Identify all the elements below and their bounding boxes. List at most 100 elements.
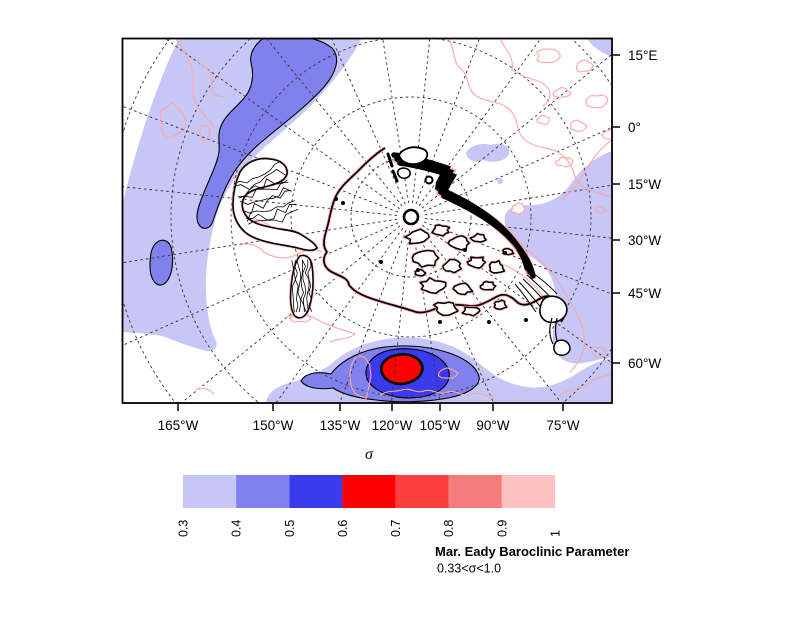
colorbar-tick-label: 0.4: [230, 520, 244, 537]
colorbar-tick-label: 0.5: [283, 520, 297, 537]
chukotka-hatch-line: [238, 181, 289, 198]
rockies-contour-hatch: [291, 259, 313, 313]
chukotka-cluster-outline: [232, 157, 318, 252]
colorbar-tick-label: 0.8: [442, 520, 456, 537]
map-frame: [121, 37, 613, 404]
rockies-hatch-line: [300, 259, 305, 312]
y-tick-label: 15°E: [628, 48, 657, 63]
contour-dot: [463, 248, 467, 252]
island-contour: [411, 249, 440, 268]
rockies-hatch-line: [307, 259, 313, 312]
y-tick-label: 60°W: [628, 356, 661, 371]
rockies-hatch-line: [304, 259, 310, 312]
y-tick: 60°W: [612, 356, 661, 371]
y-tick-label: 0°: [628, 120, 641, 135]
coastline-island-loop: [569, 119, 588, 133]
island-contour: [442, 258, 462, 274]
coastline-island-loop: [601, 129, 611, 141]
chukotka-hatch-line: [234, 169, 286, 190]
chukotka-hatch-line: [246, 203, 297, 221]
top-cluster-ring: [424, 175, 434, 185]
greenland-tail-blob: [553, 339, 571, 356]
region-north-pacific-secondary: [149, 239, 174, 286]
chukotka-contour-hatch: [233, 160, 299, 225]
pole-contour-ring: [402, 208, 420, 226]
graticule-meridian: [418, 39, 541, 206]
contour-dot: [379, 260, 383, 264]
top-cluster-blob: [396, 167, 411, 179]
x-tick-label: 150°W: [253, 418, 294, 433]
region-small-dot: [497, 178, 503, 184]
coastline-island-loop: [575, 59, 594, 73]
y-tick-label: 45°W: [628, 286, 661, 301]
island-contour: [466, 256, 487, 269]
caption: Mar. Eady Baroclinic Parameter 0.33<σ<1.…: [435, 544, 629, 576]
top-cluster-dash: [386, 152, 394, 168]
colorbar-segment: [236, 475, 290, 508]
caption-subtitle: 0.33<σ<1.0: [437, 562, 501, 576]
coastlines: [159, 39, 611, 399]
x-tick: 105°W: [420, 403, 461, 433]
coastline-island-loop: [552, 86, 572, 98]
top-cluster-blob: [398, 146, 429, 166]
coastline-island-loop: [536, 48, 561, 64]
contour-dot: [334, 197, 338, 201]
coastline-top-left-1: [175, 39, 215, 129]
colorbar-tick-label: 0.6: [336, 520, 350, 537]
colorbar-tick-label: 0.3: [177, 520, 191, 537]
rockies-hatch-line: [291, 260, 296, 313]
colorbar-tick-label: 1: [549, 530, 563, 537]
coastline-island-loop: [554, 156, 574, 168]
rockies-hatch-line: [294, 260, 299, 313]
region-bottom-band-maximum: [380, 353, 424, 386]
contour-dot: [341, 201, 345, 205]
caption-title: Mar. Eady Baroclinic Parameter: [435, 544, 629, 559]
island-contour: [469, 232, 487, 243]
coastline-siberia-inner: [499, 39, 551, 107]
coastline-norway: [561, 140, 611, 201]
island-contour: [452, 282, 474, 296]
contour-dot: [438, 320, 442, 324]
region-north-atlantic-band: [504, 151, 611, 364]
coastline-island-loop: [437, 367, 459, 379]
island-contour: [493, 299, 508, 310]
x-tick-label: 165°W: [158, 418, 199, 433]
x-tick: 135°W: [320, 403, 361, 433]
coastline-bottom-meander: [379, 388, 495, 397]
colorbar-segment: [501, 475, 556, 508]
graticule-parallel: [230, 39, 592, 398]
island-contour: [431, 224, 451, 237]
graticule-parallel: [290, 96, 532, 338]
colorbar-tick-label: 0.7: [389, 520, 403, 537]
island-contour: [433, 301, 459, 316]
y-tick: 30°W: [612, 233, 661, 248]
island-contour: [479, 280, 497, 291]
island-contour: [488, 259, 506, 274]
coastline-iceland: [510, 202, 526, 215]
contour-dot: [503, 251, 507, 255]
colorbar-segment: [395, 475, 449, 508]
y-tick-label: 15°W: [628, 177, 661, 192]
y-tick: 15°W: [612, 177, 661, 192]
x-tick: 165°W: [158, 403, 199, 433]
coastline-island-loop: [536, 114, 551, 126]
x-tick: 75°W: [546, 403, 580, 433]
colorbar-segment: [342, 475, 396, 508]
coastline-island-loop: [159, 102, 187, 139]
coastline-top-left-2: [195, 59, 227, 98]
greenland-south-blob: [539, 295, 568, 324]
coastline-siberia: [447, 39, 611, 199]
x-tick: 120°W: [372, 403, 413, 433]
x-tick-label: 120°W: [372, 418, 413, 433]
rockies-hatch-line: [302, 259, 307, 313]
region-north-pacific-core: [196, 39, 338, 229]
colorbar-segment: [289, 475, 343, 508]
y-tick: 45°W: [612, 286, 661, 301]
island-contour: [419, 277, 447, 295]
coastline-island-loop: [594, 206, 607, 214]
sigma-contours: [231, 146, 571, 356]
colorbar: 0.3 0.4 0.5 0.6 0.7 0.8 0.9 1: [177, 475, 563, 537]
archipelago-contours: [403, 223, 516, 318]
sigma-filled-regions: [123, 39, 611, 402]
